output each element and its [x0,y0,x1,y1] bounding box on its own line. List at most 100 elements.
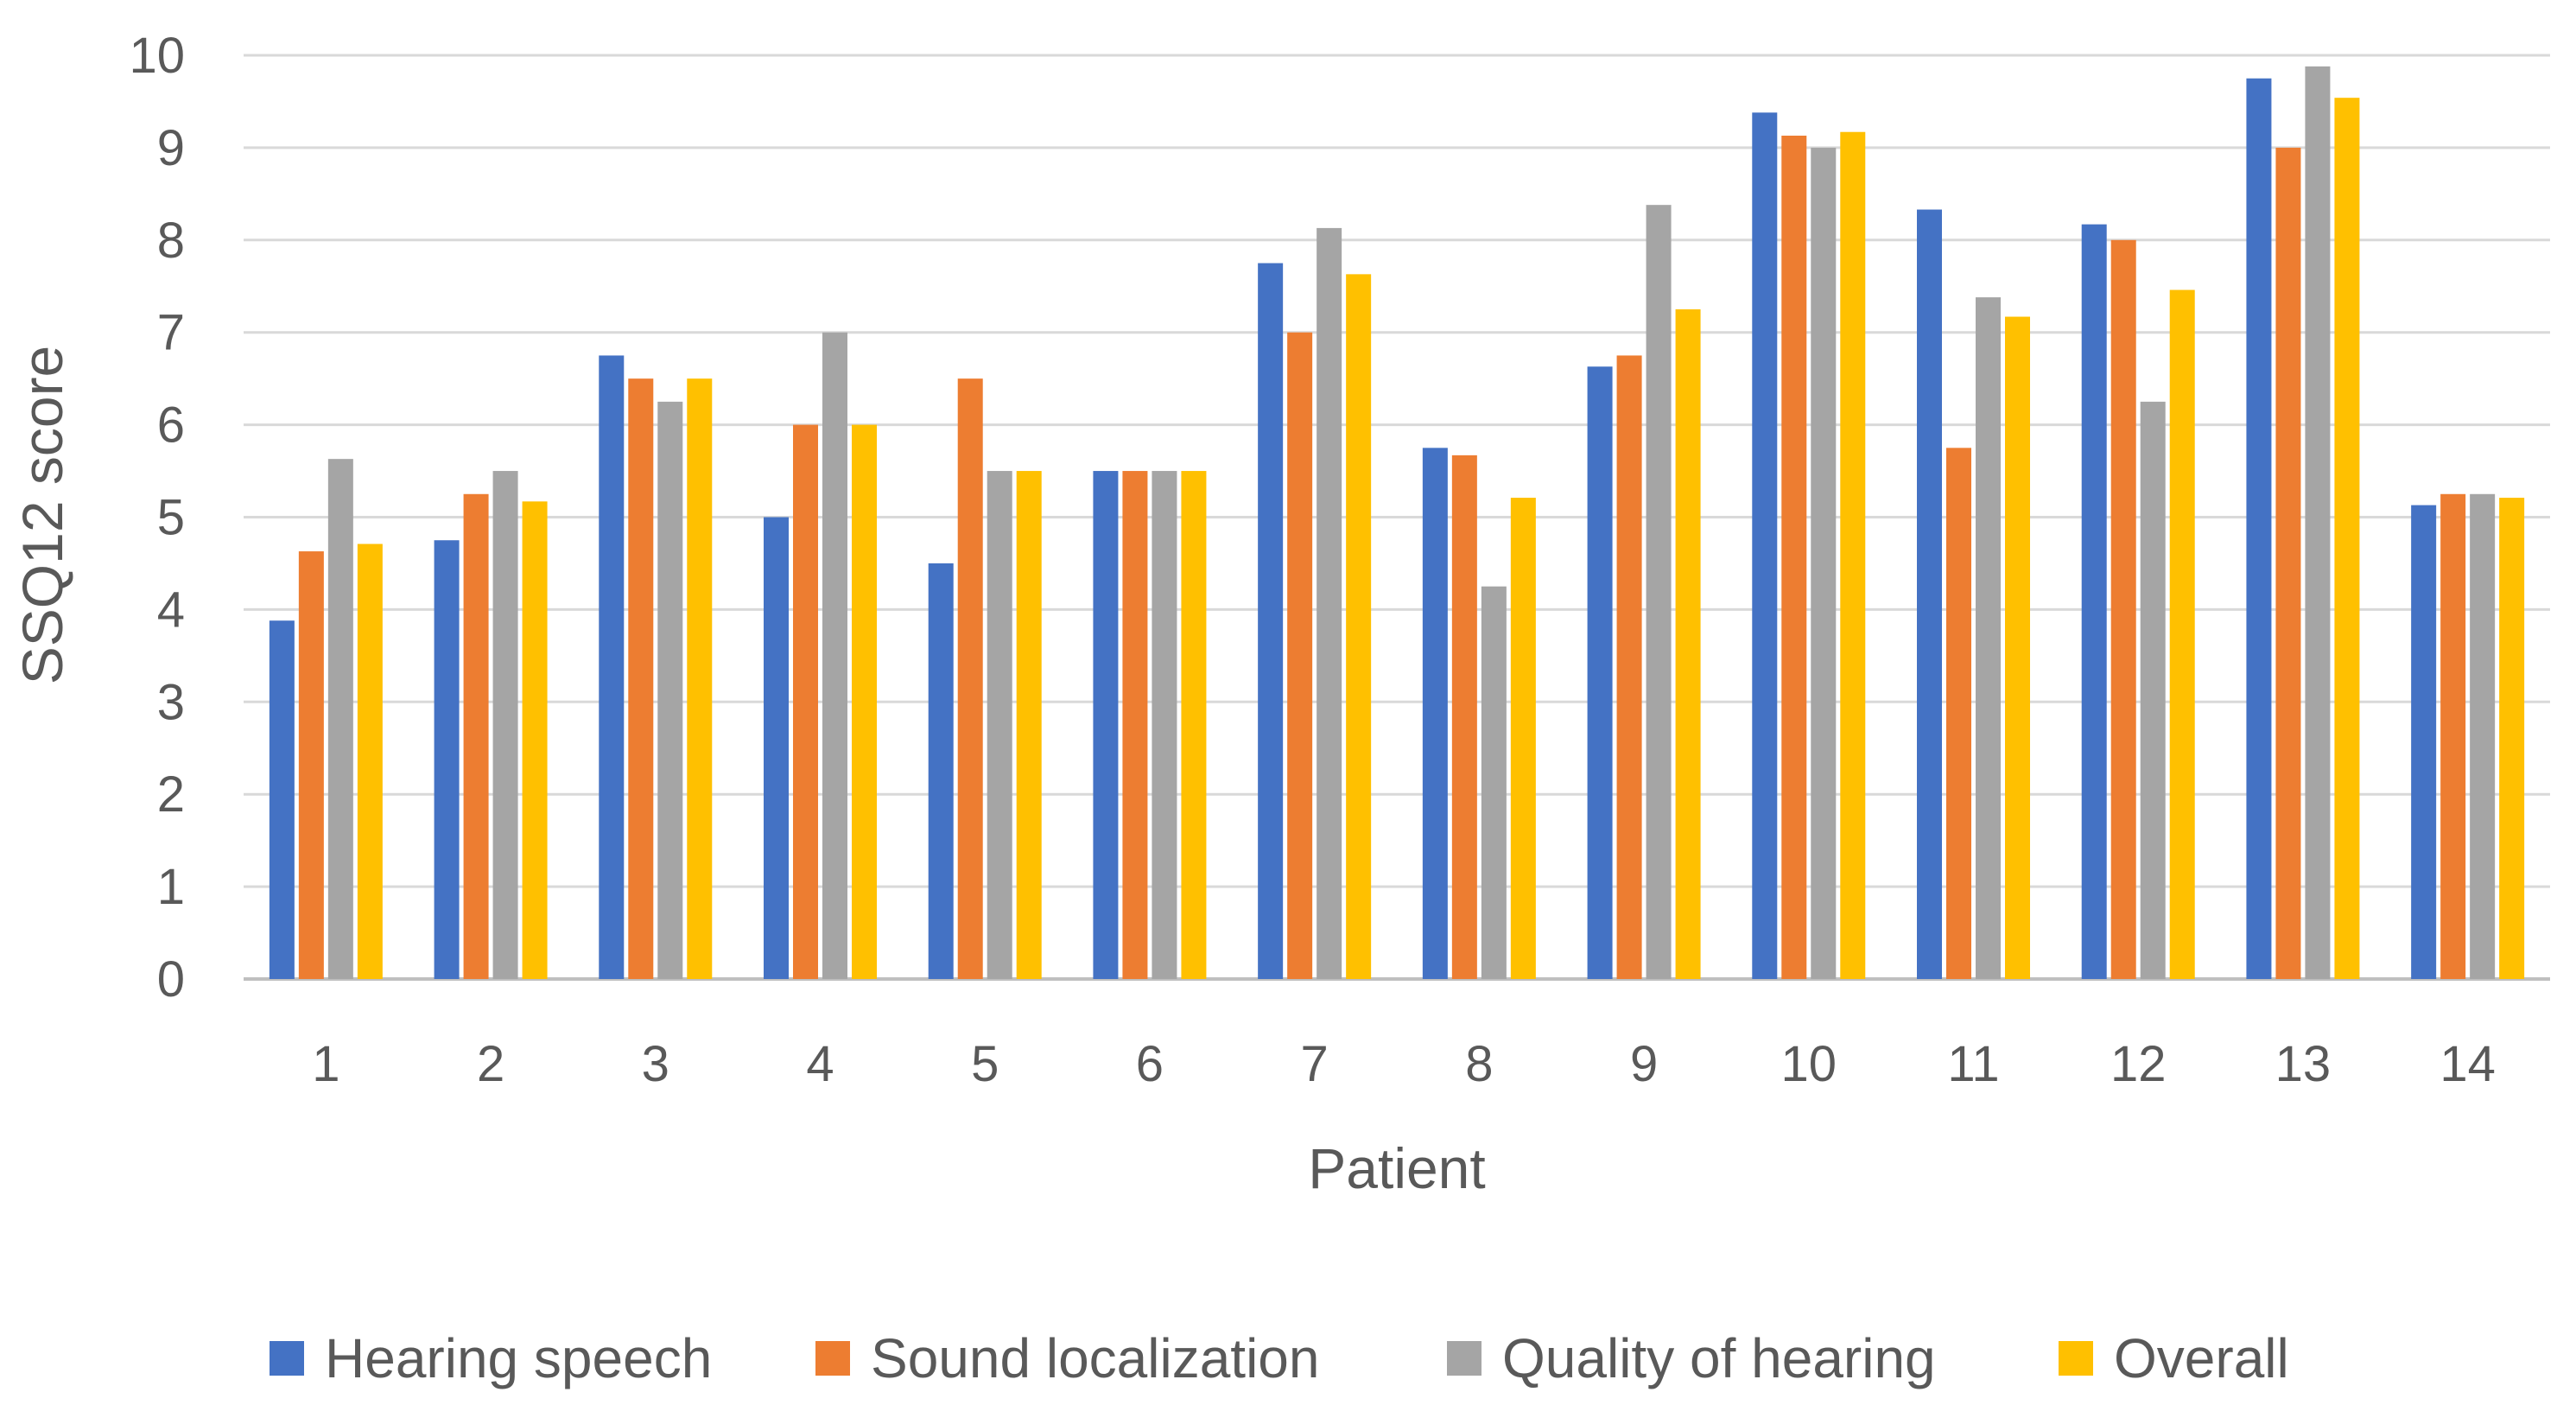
legend-label: Sound localization [871,1327,1319,1389]
bar-quality-of-hearing-patient-8 [1481,586,1507,979]
bar-quality-of-hearing-patient-4 [822,332,847,979]
y-tick-label: 1 [157,859,185,915]
y-tick-label: 6 [157,397,185,454]
x-tick-label: 2 [477,1036,504,1092]
bar-overall-patient-5 [1016,471,1042,979]
bar-sound-localization-patient-2 [463,493,489,979]
x-tick-label: 1 [312,1036,339,1092]
bar-quality-of-hearing-patient-1 [327,459,353,979]
bar-overall-patient-11 [2005,316,2030,980]
bar-sound-localization-patient-13 [2275,147,2301,979]
y-tick-label: 4 [157,582,185,638]
x-tick-label: 12 [2110,1036,2167,1092]
x-tick-label: 13 [2275,1036,2332,1092]
y-tick-label: 0 [157,951,185,1008]
legend-swatch [270,1341,304,1376]
bar-hearing-speech-patient-2 [434,540,460,979]
x-tick-label: 5 [971,1036,999,1092]
bar-overall-patient-2 [522,501,548,979]
bar-overall-patient-10 [1840,131,1866,980]
bar-quality-of-hearing-patient-10 [1811,147,1837,979]
bar-overall-patient-13 [2334,98,2360,979]
legend-item-sound-localization: Sound localization [815,1327,1319,1389]
bar-overall-patient-9 [1675,308,1701,980]
bar-sound-localization-patient-8 [1451,455,1477,979]
bar-overall-patient-12 [2169,289,2195,979]
bar-overall-patient-8 [1510,498,1536,979]
y-tick-label: 9 [157,120,185,176]
x-axis-title: Patient [1308,1136,1485,1200]
bar-hearing-speech-patient-11 [1917,209,1942,979]
bar-hearing-speech-patient-3 [599,355,625,979]
bar-hearing-speech-patient-8 [1422,448,1448,979]
bar-sound-localization-patient-3 [628,378,654,979]
x-tick-label: 8 [1465,1036,1493,1092]
bar-sound-localization-patient-6 [1122,471,1148,979]
y-tick-label: 2 [157,766,185,823]
bar-quality-of-hearing-patient-5 [987,471,1012,979]
bar-sound-localization-patient-5 [957,378,983,979]
legend-item-overall: Overall [2059,1327,2289,1389]
bar-quality-of-hearing-patient-3 [657,401,683,979]
x-tick-labels: 1 2 3 4 5 6 7 8 9 10 11 12 13 14 [312,1036,2496,1092]
y-tick-labels: 0 1 2 3 4 5 6 7 8 9 10 [129,28,185,1008]
bar-hearing-speech-patient-10 [1752,112,1778,979]
bar-hearing-speech-patient-5 [928,563,954,979]
y-tick-label: 8 [157,213,185,269]
legend-label: Overall [2114,1327,2289,1389]
bar-hearing-speech-patient-1 [269,620,295,979]
bar-quality-of-hearing-patient-9 [1646,205,1672,980]
bar-quality-of-hearing-patient-7 [1317,227,1342,979]
x-tick-label: 3 [642,1036,669,1092]
y-tick-label: 5 [157,490,185,546]
bar-quality-of-hearing-patient-13 [2305,66,2331,979]
legend-item-hearing-speech: Hearing speech [270,1327,712,1389]
x-tick-label: 11 [1947,1036,1999,1092]
bar-sound-localization-patient-4 [793,424,818,980]
bar-quality-of-hearing-patient-12 [2140,401,2166,979]
bar-sound-localization-patient-12 [2110,239,2136,979]
bar-hearing-speech-patient-13 [2246,78,2272,980]
x-tick-label: 14 [2440,1036,2496,1092]
x-tick-label: 4 [806,1036,834,1092]
y-axis-title: SSQ12 score [10,346,74,685]
bar-overall-patient-4 [852,424,877,980]
bar-overall-patient-7 [1346,274,1372,979]
x-tick-label: 6 [1136,1036,1164,1092]
bar-hearing-speech-patient-7 [1258,263,1284,979]
bar-sound-localization-patient-11 [1946,448,1971,979]
bar-overall-patient-1 [357,544,383,979]
bar-quality-of-hearing-patient-2 [492,471,518,979]
bar-sound-localization-patient-14 [2440,493,2466,979]
bar-overall-patient-6 [1181,471,1207,979]
bar-quality-of-hearing-patient-14 [2470,493,2496,979]
bar-hearing-speech-patient-4 [764,517,789,979]
legend-swatch [2059,1341,2093,1376]
y-tick-label: 7 [157,305,185,361]
x-tick-label: 9 [1630,1036,1658,1092]
legend-label: Hearing speech [325,1327,712,1389]
legend-swatch [1447,1341,1482,1376]
bar-overall-patient-14 [2499,498,2525,979]
legend-label: Quality of hearing [1502,1327,1936,1389]
bar-hearing-speech-patient-9 [1587,366,1613,979]
bar-sound-localization-patient-1 [298,551,324,979]
bar-hearing-speech-patient-12 [2081,224,2107,979]
x-tick-label: 7 [1301,1036,1329,1092]
y-tick-label: 3 [157,674,185,730]
bar-sound-localization-patient-9 [1616,355,1642,979]
legend: Hearing speech Sound localization Quality … [270,1327,2289,1389]
gridlines [244,54,2550,981]
bar-quality-of-hearing-patient-6 [1152,471,1177,979]
bar-hearing-speech-patient-6 [1093,471,1119,979]
bar-hearing-speech-patient-14 [2411,505,2437,979]
bars [269,66,2525,980]
x-tick-label: 10 [1781,1036,1837,1092]
bar-sound-localization-patient-7 [1287,332,1313,979]
bar-quality-of-hearing-patient-11 [1976,297,2001,979]
legend-item-quality-of-hearing: Quality of hearing [1447,1327,1936,1389]
legend-swatch [815,1341,850,1376]
bar-overall-patient-3 [687,378,713,979]
bar-sound-localization-patient-10 [1781,136,1807,980]
